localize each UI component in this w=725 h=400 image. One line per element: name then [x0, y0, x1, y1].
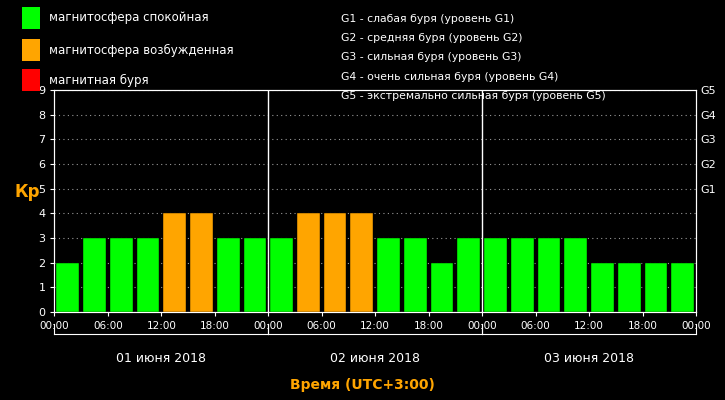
Bar — [270, 238, 293, 312]
Text: G5 - экстремально сильная буря (уровень G5): G5 - экстремально сильная буря (уровень … — [341, 91, 605, 101]
Text: G4 - очень сильная буря (уровень G4): G4 - очень сильная буря (уровень G4) — [341, 72, 558, 82]
Bar — [83, 238, 106, 312]
Bar — [244, 238, 266, 312]
Bar — [163, 213, 186, 312]
Bar — [190, 213, 212, 312]
Bar — [350, 213, 373, 312]
Text: 02 июня 2018: 02 июня 2018 — [330, 352, 420, 365]
Text: 03 июня 2018: 03 июня 2018 — [544, 352, 634, 365]
Bar — [217, 238, 239, 312]
Text: магнитосфера спокойная: магнитосфера спокойная — [49, 12, 208, 24]
Text: G1 - слабая буря (уровень G1): G1 - слабая буря (уровень G1) — [341, 14, 514, 24]
Text: G3 - сильная буря (уровень G3): G3 - сильная буря (уровень G3) — [341, 52, 521, 62]
Bar — [110, 238, 133, 312]
Bar — [671, 263, 694, 312]
Bar — [377, 238, 400, 312]
Bar — [564, 238, 587, 312]
Bar — [484, 238, 507, 312]
Bar — [618, 263, 640, 312]
Bar — [297, 213, 320, 312]
Bar — [57, 263, 79, 312]
Bar — [591, 263, 614, 312]
Bar — [645, 263, 667, 312]
Bar — [511, 238, 534, 312]
Bar — [324, 213, 347, 312]
Text: магнитная буря: магнитная буря — [49, 74, 148, 86]
Bar — [457, 238, 480, 312]
Bar — [431, 263, 453, 312]
Bar — [538, 238, 560, 312]
Text: магнитосфера возбужденная: магнитосфера возбужденная — [49, 44, 233, 56]
Text: 01 июня 2018: 01 июня 2018 — [116, 352, 207, 365]
Bar — [136, 238, 160, 312]
Y-axis label: Кр: Кр — [14, 183, 40, 201]
Bar — [404, 238, 426, 312]
Text: Время (UTC+3:00): Время (UTC+3:00) — [290, 378, 435, 392]
Text: G2 - средняя буря (уровень G2): G2 - средняя буря (уровень G2) — [341, 33, 522, 43]
